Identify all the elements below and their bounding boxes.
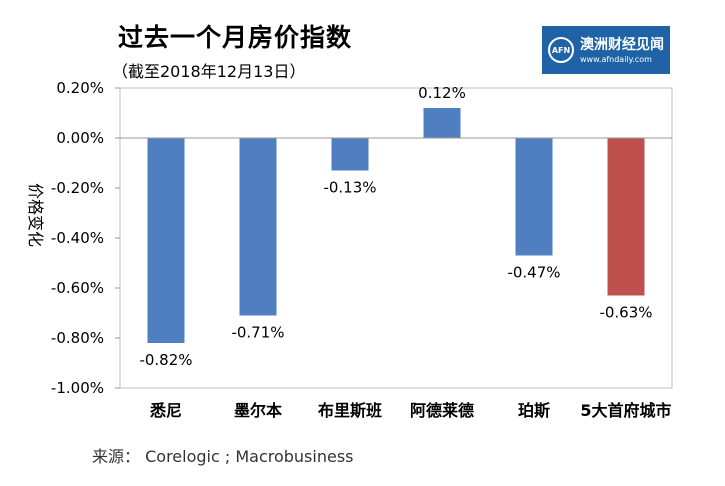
source-label: 来源： [92,447,141,466]
category-label: 珀斯 [518,401,550,420]
data-label: -0.63% [599,304,652,322]
bar [239,138,277,316]
bar [331,138,369,171]
y-tick-label: -0.80% [51,329,104,347]
category-label: 墨尔本 [234,401,282,420]
category-label: 悉尼 [149,401,182,420]
logo-url: www.afndaily.com [580,54,652,64]
category-label: 布里斯班 [318,401,382,420]
data-label: 0.12% [418,84,466,102]
chart-title: 过去一个月房价指数 [118,23,353,52]
category-label: 5大首府城市 [580,401,671,420]
data-label: -0.71% [231,324,284,342]
bar [607,138,645,296]
logo-text: 澳洲财经见闻 www.afndaily.com [580,36,664,65]
y-axis-label: 价格变化 [26,183,45,247]
bar [515,138,553,256]
brand-logo: AFN 澳洲财经见闻 www.afndaily.com [542,26,670,74]
y-tick-label: -0.40% [51,229,104,247]
y-tick-label: -1.00% [51,379,104,397]
source-text: Corelogic ; Macrobusiness [145,447,354,466]
y-tick-label: 0.00% [56,129,104,147]
data-label: -0.82% [139,351,192,369]
logo-name: 澳洲财经见闻 [580,36,664,53]
y-tick-label: 0.20% [56,79,104,97]
plot-area [119,87,673,389]
chart-subtitle: （截至2018年12月13日） [112,62,306,81]
data-label: -0.13% [323,179,376,197]
bar [147,138,185,343]
bar [423,108,461,138]
y-tick-label: -0.60% [51,279,104,297]
afn-logo-icon: AFN [548,37,574,63]
source-note: 来源： Corelogic ; Macrobusiness [92,443,354,467]
y-tick-label: -0.20% [51,179,104,197]
data-label: -0.47% [507,264,560,282]
category-label: 阿德莱德 [410,401,474,420]
